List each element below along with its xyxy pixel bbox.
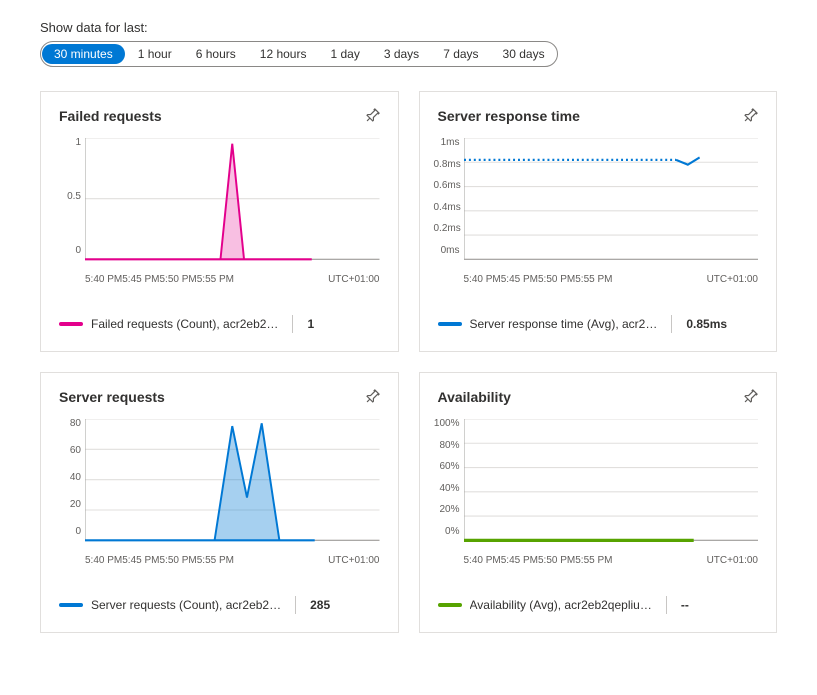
x-tick: 5:40 PM — [464, 555, 501, 566]
x-tick: 5:55 PM — [575, 274, 612, 285]
y-tick: 80% — [434, 441, 464, 451]
legend-swatch — [59, 603, 83, 607]
chart: 10.50 — [85, 138, 380, 268]
charts-grid: Failed requests 10.50 5:40 PM5:45 PM5:50… — [40, 91, 777, 633]
x-tick: 5:55 PM — [197, 555, 234, 566]
y-axis: 80 60 40 20 0 — [55, 419, 85, 537]
legend: Server response time (Avg), acr2… 0.85ms — [438, 315, 759, 333]
y-tick: 0.6ms — [434, 181, 464, 191]
chart-svg — [464, 419, 759, 549]
timerange-pill-3-days[interactable]: 3 days — [372, 43, 431, 65]
y-tick: 1ms — [434, 138, 464, 148]
x-tick: 5:40 PM — [85, 555, 122, 566]
x-tick: 5:40 PM — [464, 274, 501, 285]
y-tick: 20 — [55, 500, 85, 510]
legend-divider — [295, 596, 296, 614]
y-tick: 80 — [55, 419, 85, 429]
card-title: Failed requests — [59, 108, 162, 124]
y-tick: 40% — [434, 484, 464, 494]
y-tick: 20% — [434, 505, 464, 515]
pin-icon[interactable] — [360, 386, 383, 409]
x-tick: 5:50 PM — [538, 555, 575, 566]
timerange-pill-30-minutes[interactable]: 30 minutes — [42, 44, 125, 64]
timezone-label: UTC+01:00 — [328, 555, 379, 566]
x-axis: 5:40 PM5:45 PM5:50 PM5:55 PM UTC+01:00 — [464, 555, 759, 566]
card-server-response: Server response time 1ms 0.8ms 0.6ms 0.4ms 0… — [419, 91, 778, 352]
card-availability: Availability 100%80%60%40%20%0% 5:40 PM5… — [419, 372, 778, 633]
y-axis: 1ms 0.8ms 0.6ms 0.4ms 0.2ms 0ms — [434, 138, 464, 256]
y-tick: 40 — [55, 473, 85, 483]
y-tick: 60% — [434, 462, 464, 472]
card-title: Availability — [438, 389, 511, 405]
y-tick: 1 — [55, 138, 85, 148]
timerange-pill-1-day[interactable]: 1 day — [318, 43, 371, 65]
y-tick: 60 — [55, 446, 85, 456]
legend-label: Failed requests (Count), acr2eb2… — [91, 317, 278, 331]
legend-value: -- — [681, 598, 689, 612]
legend: Availability (Avg), acr2eb2qepliu… -- — [438, 596, 759, 614]
y-axis: 10.50 — [55, 138, 85, 256]
legend-divider — [671, 315, 672, 333]
pin-icon[interactable] — [739, 386, 762, 409]
y-tick: 0 — [55, 527, 85, 537]
pin-icon[interactable] — [739, 105, 762, 128]
x-tick: 5:45 PM — [501, 555, 538, 566]
timerange-pill-30-days[interactable]: 30 days — [491, 43, 557, 65]
card-failed-requests: Failed requests 10.50 5:40 PM5:45 PM5:50… — [40, 91, 399, 352]
x-axis: 5:40 PM5:45 PM5:50 PM5:55 PM UTC+01:00 — [85, 555, 380, 566]
legend: Failed requests (Count), acr2eb2… 1 — [59, 315, 380, 333]
x-axis: 5:40 PM5:45 PM5:50 PM5:55 PM UTC+01:00 — [85, 274, 380, 285]
legend-label: Server requests (Count), acr2eb2… — [91, 598, 281, 612]
timezone-label: UTC+01:00 — [707, 274, 758, 285]
card-title: Server response time — [438, 108, 580, 124]
timerange-label: Show data for last: — [40, 20, 777, 35]
pin-icon[interactable] — [360, 105, 383, 128]
x-tick: 5:50 PM — [538, 274, 575, 285]
x-tick: 5:55 PM — [197, 274, 234, 285]
x-tick: 5:50 PM — [160, 274, 197, 285]
timerange-pill-6-hours[interactable]: 6 hours — [184, 43, 248, 65]
x-tick: 5:45 PM — [501, 274, 538, 285]
timerange-pills: 30 minutes1 hour6 hours12 hours1 day3 da… — [40, 41, 558, 67]
x-tick: 5:50 PM — [160, 555, 197, 566]
timezone-label: UTC+01:00 — [707, 555, 758, 566]
y-tick: 0% — [434, 527, 464, 537]
legend-label: Availability (Avg), acr2eb2qepliu… — [470, 598, 652, 612]
card-title: Server requests — [59, 389, 165, 405]
chart-svg — [464, 138, 759, 268]
y-tick: 0.8ms — [434, 160, 464, 170]
y-tick: 0 — [55, 246, 85, 256]
y-tick: 0.5 — [55, 192, 85, 202]
legend-value: 1 — [307, 317, 314, 331]
timezone-label: UTC+01:00 — [328, 274, 379, 285]
x-tick: 5:45 PM — [122, 274, 159, 285]
legend-value: 0.85ms — [686, 317, 727, 331]
legend: Server requests (Count), acr2eb2… 285 — [59, 596, 380, 614]
chart-svg — [85, 138, 380, 268]
chart: 1ms0.8ms0.6ms0.4ms0.2ms0ms — [464, 138, 759, 268]
x-tick: 5:55 PM — [575, 555, 612, 566]
legend-swatch — [438, 322, 462, 326]
legend-label: Server response time (Avg), acr2… — [470, 317, 658, 331]
y-axis: 100% 80% 60% 40% 20% 0% — [434, 419, 464, 537]
y-tick: 0.2ms — [434, 224, 464, 234]
legend-divider — [292, 315, 293, 333]
legend-value: 285 — [310, 598, 330, 612]
x-tick: 5:40 PM — [85, 274, 122, 285]
timerange-pill-7-days[interactable]: 7 days — [431, 43, 490, 65]
legend-divider — [666, 596, 667, 614]
y-tick: 0ms — [434, 246, 464, 256]
legend-swatch — [438, 603, 462, 607]
legend-swatch — [59, 322, 83, 326]
y-tick: 100% — [434, 419, 464, 429]
chart: 806040200 — [85, 419, 380, 549]
chart-svg — [85, 419, 380, 549]
timerange-pill-1-hour[interactable]: 1 hour — [126, 43, 184, 65]
card-server-requests: Server requests 80 60 40 20 0 5:40 PM5:45 PM… — [40, 372, 399, 633]
x-axis: 5:40 PM5:45 PM5:50 PM5:55 PM UTC+01:00 — [464, 274, 759, 285]
chart: 100%80%60%40%20%0% — [464, 419, 759, 549]
y-tick: 0.4ms — [434, 203, 464, 213]
x-tick: 5:45 PM — [122, 555, 159, 566]
timerange-pill-12-hours[interactable]: 12 hours — [248, 43, 319, 65]
